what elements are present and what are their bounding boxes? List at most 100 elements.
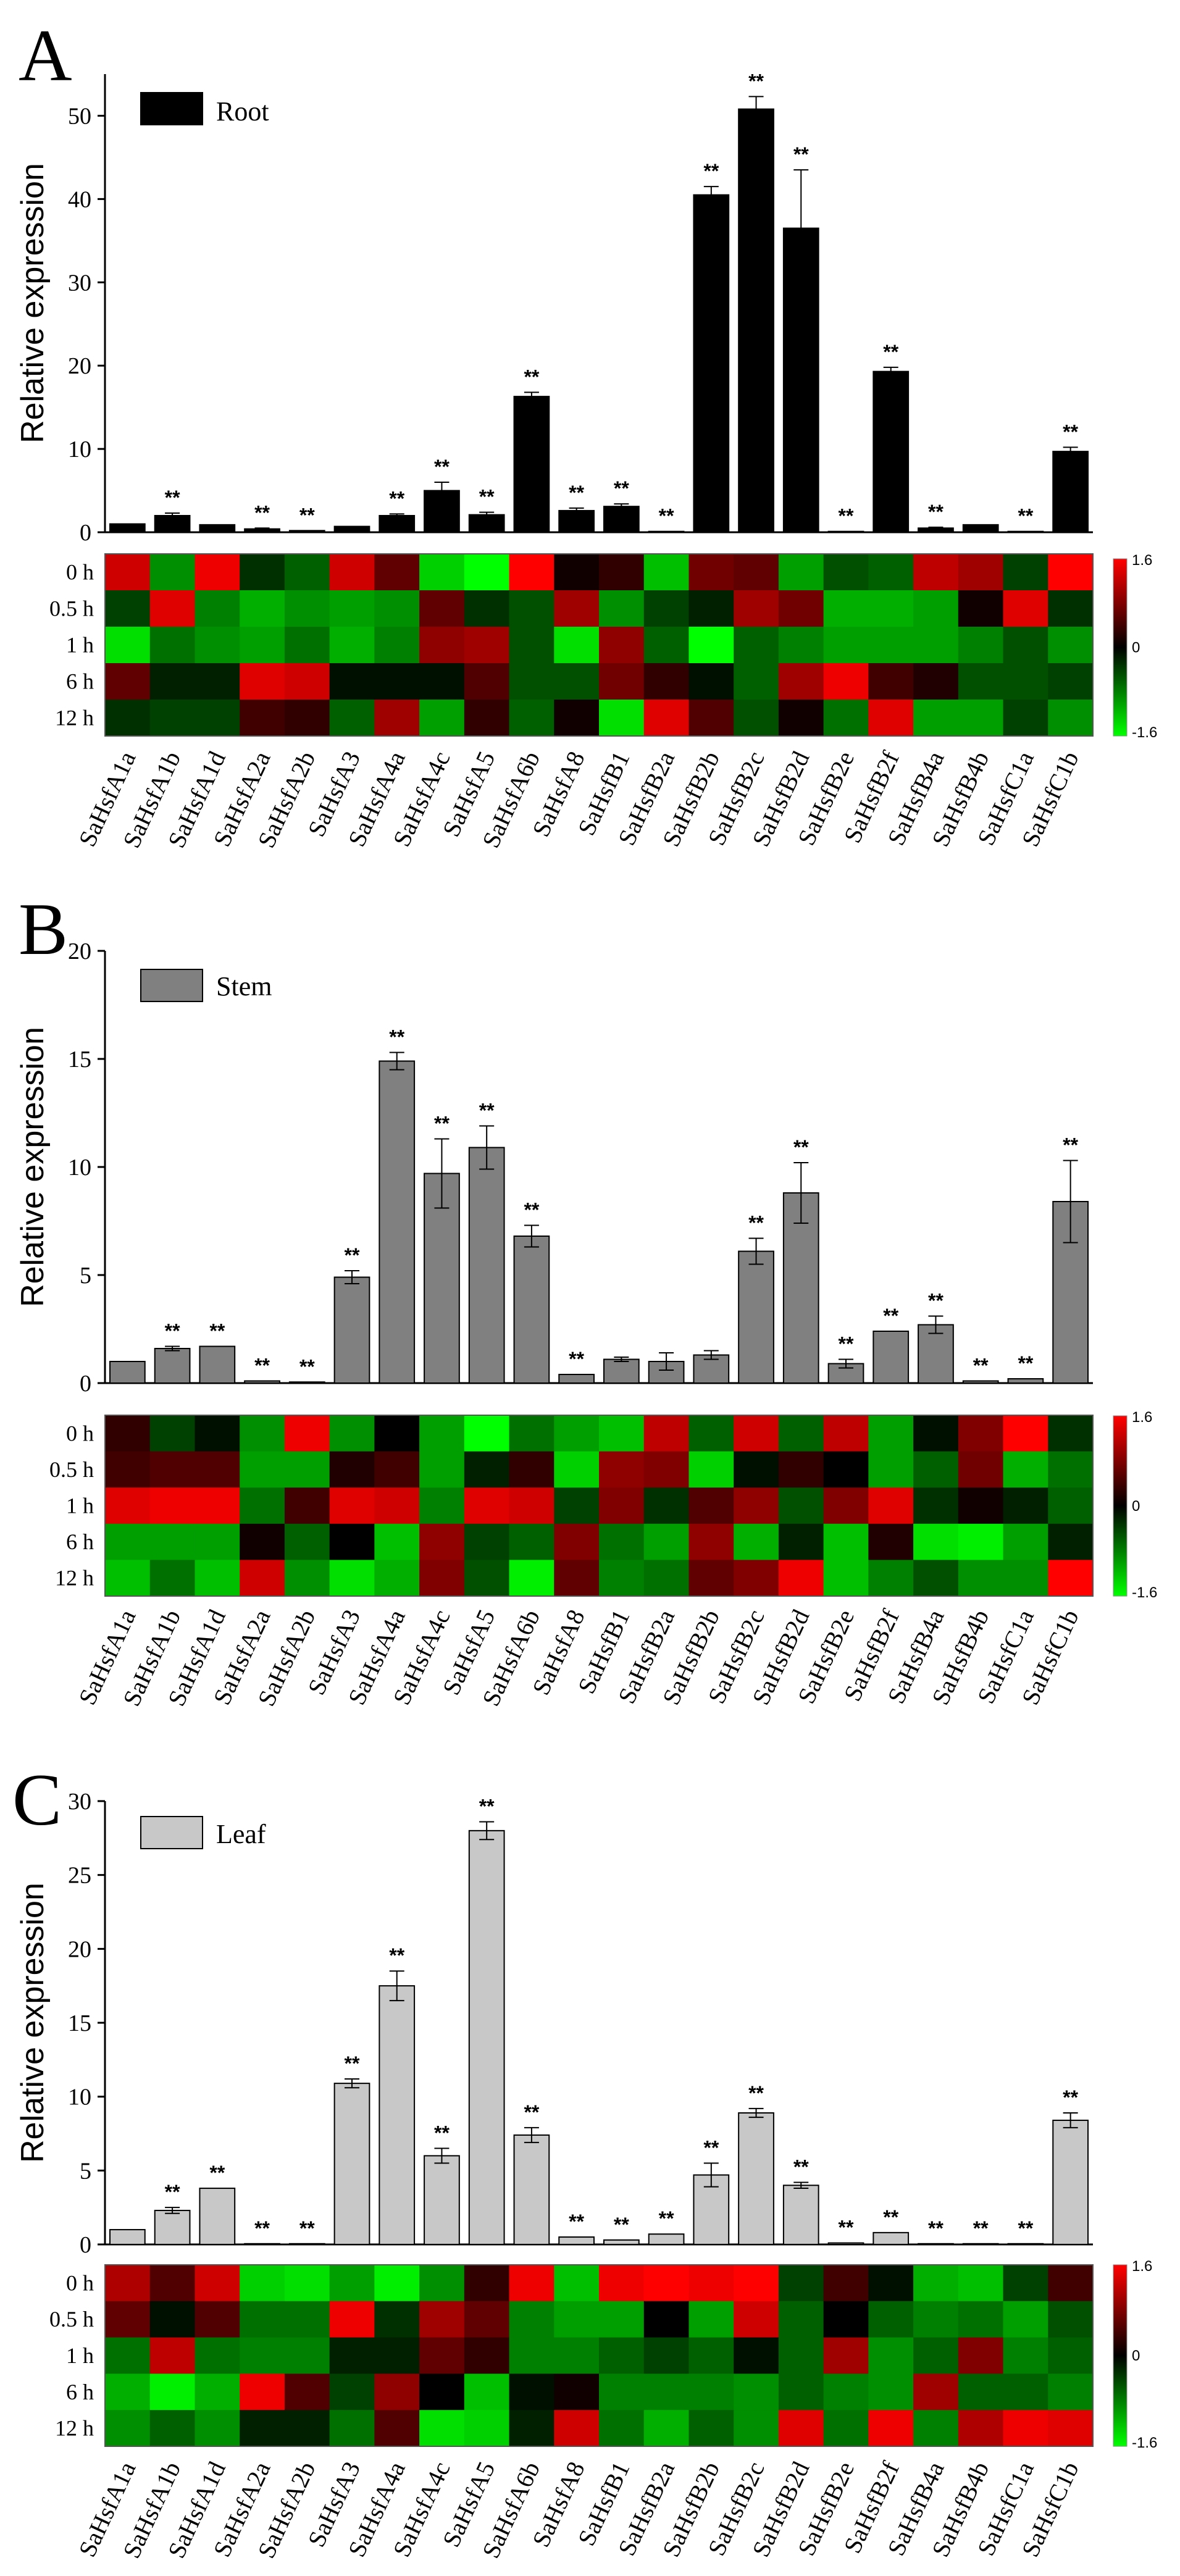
significance-mark: ** bbox=[434, 1113, 450, 1135]
bar-SaHsfB4a bbox=[918, 1324, 954, 1384]
significance-mark: ** bbox=[209, 2162, 225, 2184]
heatmap-cell bbox=[823, 663, 869, 700]
heatmap-cell bbox=[868, 2265, 914, 2302]
heatmap-cell bbox=[554, 1560, 600, 1597]
heatmap-cell bbox=[823, 1415, 869, 1452]
heatmap-cell bbox=[329, 1523, 375, 1560]
heatmap-cell bbox=[823, 1451, 869, 1488]
heatmap-cell bbox=[149, 554, 195, 591]
significance-mark: ** bbox=[165, 2181, 180, 2203]
heatmap-cell bbox=[778, 554, 824, 591]
heatmap-cell bbox=[149, 627, 195, 664]
significance-mark: ** bbox=[659, 2207, 674, 2230]
heatmap-cell bbox=[688, 590, 734, 627]
heatmap-cell bbox=[509, 1560, 554, 1597]
bar-SaHsfA3 bbox=[333, 2083, 370, 2246]
heatmap-cell bbox=[599, 2373, 645, 2411]
heatmap-cell bbox=[149, 1523, 195, 1560]
heatmap-cell bbox=[599, 2265, 645, 2302]
heatmap-cell bbox=[240, 1451, 285, 1488]
bar-SaHsfA5 bbox=[468, 1147, 505, 1384]
heatmap-cell bbox=[240, 554, 285, 591]
heatmap-cell bbox=[823, 1560, 869, 1597]
heatmap-cell bbox=[105, 1523, 151, 1560]
significance-mark: ** bbox=[703, 160, 719, 182]
heatmap-cell bbox=[195, 2265, 240, 2302]
heatmap-cell bbox=[374, 1560, 420, 1597]
heatmap-cell bbox=[823, 1523, 869, 1560]
y-tick-label: 15 bbox=[68, 1047, 91, 1073]
heatmap-row-label: 0 h bbox=[66, 2270, 94, 2295]
heatmap-cell bbox=[958, 1560, 1004, 1597]
bar-SaHsfB2f bbox=[872, 1331, 910, 1384]
significance-mark: ** bbox=[254, 1355, 270, 1377]
heatmap-cell bbox=[464, 554, 510, 591]
heatmap-cell bbox=[913, 1451, 959, 1488]
heatmap-cell bbox=[419, 2265, 465, 2302]
heatmap-cell bbox=[329, 1560, 375, 1597]
panel-B: B 0 5 10 15 20 Relative expression Stem ** ** ** **… bbox=[15, 888, 1157, 1710]
significance-mark: ** bbox=[434, 456, 450, 478]
heatmap-cell bbox=[329, 700, 375, 737]
heatmap-cell bbox=[913, 1415, 959, 1452]
bar-SaHsfC1b bbox=[1052, 451, 1089, 533]
heatmap-cell bbox=[868, 1451, 914, 1488]
heatmap-cell bbox=[374, 590, 420, 627]
heatmap-cell bbox=[958, 1451, 1004, 1488]
y-tick-label: 10 bbox=[68, 437, 91, 462]
heatmap-cell bbox=[195, 2410, 240, 2447]
heatmap-cell bbox=[599, 1523, 645, 1560]
y-tick-label: 30 bbox=[68, 1789, 91, 1815]
heatmap-cell bbox=[958, 700, 1004, 737]
heatmap-cell bbox=[464, 1523, 510, 1560]
heatmap-cell bbox=[554, 554, 600, 591]
heatmap-cell bbox=[149, 663, 195, 700]
bar-SaHsfB1 bbox=[603, 2239, 640, 2246]
bar-SaHsfA6b bbox=[513, 396, 550, 533]
heatmap-cell bbox=[284, 2337, 330, 2374]
heatmap-cell bbox=[329, 2410, 375, 2447]
heatmap-cell bbox=[284, 2373, 330, 2411]
heatmap-cell bbox=[509, 590, 554, 627]
bar-SaHsfB2a bbox=[648, 2233, 685, 2245]
panel-C: C 0 5 10 15 20 25 30 Relative expression Leaf ** **… bbox=[12, 1758, 1157, 2562]
heatmap-cell bbox=[1048, 554, 1094, 591]
heatmap-cell bbox=[329, 663, 375, 700]
heatmap-cell bbox=[1003, 554, 1048, 591]
scale-min-label: -1.6 bbox=[1132, 2435, 1157, 2451]
bar-SaHsfA4a bbox=[379, 1985, 416, 2246]
legend-swatch bbox=[140, 1816, 203, 1849]
bar-SaHsfB2a bbox=[648, 530, 685, 533]
heatmap-cell bbox=[240, 2373, 285, 2411]
heatmap-cell bbox=[599, 627, 645, 664]
heatmap-cell bbox=[509, 1523, 554, 1560]
bar-SaHsfA8 bbox=[558, 509, 595, 533]
heatmap-cell bbox=[778, 2337, 824, 2374]
bar-SaHsfB1 bbox=[603, 1358, 640, 1384]
heatmap-cell bbox=[1003, 1415, 1048, 1452]
bar-SaHsfB4b bbox=[962, 1380, 999, 1384]
heatmap-cell bbox=[509, 2265, 554, 2302]
heatmap-cell bbox=[419, 1560, 465, 1597]
significance-mark: ** bbox=[973, 1355, 989, 1377]
heatmap-cell bbox=[149, 700, 195, 737]
heatmap-cell bbox=[734, 627, 779, 664]
heatmap-cell bbox=[464, 2337, 510, 2374]
heatmap-cell bbox=[599, 663, 645, 700]
heatmap-cell bbox=[329, 590, 375, 627]
heatmap-cell bbox=[958, 1523, 1004, 1560]
heatmap-cell bbox=[105, 2301, 151, 2338]
heatmap-cell bbox=[419, 2301, 465, 2338]
heatmap-cell bbox=[464, 2265, 510, 2302]
heatmap-cell bbox=[554, 2410, 600, 2447]
heatmap-cell bbox=[329, 2373, 375, 2411]
heatmap-cell bbox=[913, 2373, 959, 2411]
heatmap-cell bbox=[509, 2410, 554, 2447]
heatmap-cell bbox=[688, 1415, 734, 1452]
heatmap-cell bbox=[958, 590, 1004, 627]
heatmap-cell bbox=[734, 2373, 779, 2411]
significance-mark: ** bbox=[479, 486, 495, 508]
heatmap-cell bbox=[599, 590, 645, 627]
heatmap-cell bbox=[149, 590, 195, 627]
heatmap-cell bbox=[643, 554, 689, 591]
